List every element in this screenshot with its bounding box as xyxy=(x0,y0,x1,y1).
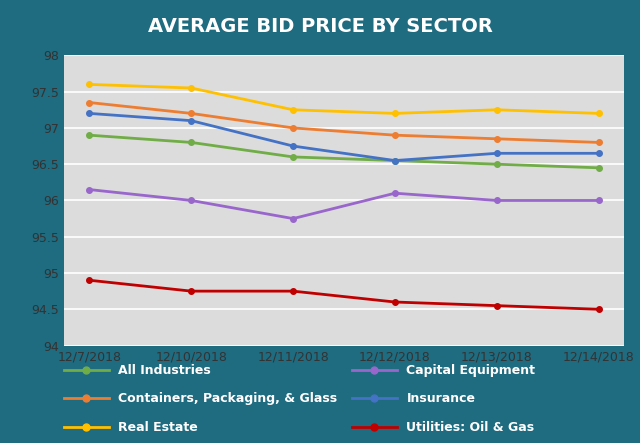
Line: Insurance: Insurance xyxy=(86,111,602,163)
Text: Real Estate: Real Estate xyxy=(118,421,198,434)
Text: AVERAGE BID PRICE BY SECTOR: AVERAGE BID PRICE BY SECTOR xyxy=(148,17,492,36)
Text: Capital Equipment: Capital Equipment xyxy=(406,364,536,377)
Capital Equipment xyxy=(289,216,297,221)
Text: Utilities: Oil & Gas: Utilities: Oil & Gas xyxy=(406,421,534,434)
Real Estate xyxy=(289,107,297,113)
Containers, Packaging, & Glass xyxy=(289,125,297,131)
Capital Equipment xyxy=(391,190,399,196)
Utilities: Oil & Gas: (3, 94.6): Oil & Gas: (3, 94.6) xyxy=(391,299,399,305)
All Industries xyxy=(595,165,602,171)
Line: Real Estate: Real Estate xyxy=(86,82,602,116)
All Industries xyxy=(493,162,500,167)
All Industries xyxy=(188,140,195,145)
Insurance xyxy=(188,118,195,123)
Capital Equipment xyxy=(595,198,602,203)
Utilities: Oil & Gas: (4, 94.5): Oil & Gas: (4, 94.5) xyxy=(493,303,500,308)
Utilities: Oil & Gas: (1, 94.8): Oil & Gas: (1, 94.8) xyxy=(188,288,195,294)
Line: Capital Equipment: Capital Equipment xyxy=(86,187,602,222)
Insurance xyxy=(493,151,500,156)
Real Estate xyxy=(188,85,195,91)
Insurance xyxy=(391,158,399,163)
Insurance xyxy=(595,151,602,156)
All Industries xyxy=(86,132,93,138)
Text: All Industries: All Industries xyxy=(118,364,211,377)
Insurance xyxy=(289,144,297,149)
Utilities: Oil & Gas: (0, 94.9): Oil & Gas: (0, 94.9) xyxy=(86,278,93,283)
Real Estate xyxy=(493,107,500,113)
Real Estate xyxy=(391,111,399,116)
Containers, Packaging, & Glass xyxy=(86,100,93,105)
Text: Containers, Packaging, & Glass: Containers, Packaging, & Glass xyxy=(118,392,337,405)
Utilities: Oil & Gas: (5, 94.5): Oil & Gas: (5, 94.5) xyxy=(595,307,602,312)
Containers, Packaging, & Glass xyxy=(391,132,399,138)
All Industries xyxy=(391,158,399,163)
Containers, Packaging, & Glass xyxy=(188,111,195,116)
Containers, Packaging, & Glass xyxy=(595,140,602,145)
Real Estate xyxy=(595,111,602,116)
Containers, Packaging, & Glass xyxy=(493,136,500,141)
Capital Equipment xyxy=(86,187,93,192)
Capital Equipment xyxy=(493,198,500,203)
Real Estate xyxy=(86,82,93,87)
Insurance xyxy=(86,111,93,116)
Utilities: Oil & Gas: (2, 94.8): Oil & Gas: (2, 94.8) xyxy=(289,288,297,294)
Text: Insurance: Insurance xyxy=(406,392,476,405)
All Industries xyxy=(289,154,297,159)
Capital Equipment xyxy=(188,198,195,203)
Line: All Industries: All Industries xyxy=(86,132,602,171)
Line: Containers, Packaging, & Glass: Containers, Packaging, & Glass xyxy=(86,100,602,145)
Line: Utilities: Oil & Gas: Utilities: Oil & Gas xyxy=(86,277,602,312)
